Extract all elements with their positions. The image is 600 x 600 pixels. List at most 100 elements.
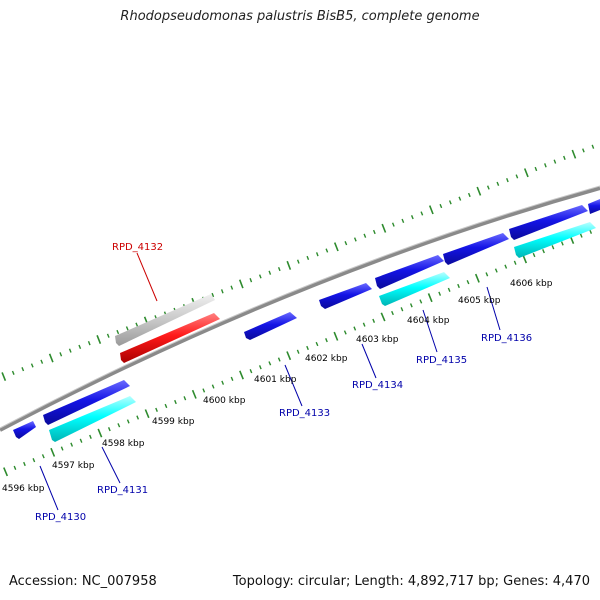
selected-gene-rpd4132[interactable] [120, 313, 220, 363]
gene-rpd4131[interactable] [43, 380, 130, 425]
gene-label-rpd4135[interactable]: RPD_4135 [416, 355, 467, 366]
minor-tick [563, 155, 566, 160]
minor-tick [325, 338, 328, 343]
leader-rpd4136 [486, 286, 501, 331]
gene-label-rpd4134[interactable]: RPD_4134 [352, 380, 403, 391]
gene-label-rpd4136[interactable]: RPD_4136 [481, 333, 532, 344]
minor-tick [277, 266, 281, 272]
major-tick [96, 335, 102, 344]
major-tick [48, 353, 54, 363]
gene-label-rpd4131[interactable]: RPD_4131 [97, 485, 148, 496]
minor-tick [117, 423, 121, 428]
gene-edge[interactable] [588, 199, 600, 214]
major-tick [474, 273, 480, 283]
minor-tick [401, 218, 405, 224]
gene-labels: RPD_4132 RPD_4130 RPD_4131 RPD_4133 RPD_… [35, 242, 532, 523]
gene-rpd4136a[interactable] [443, 233, 509, 265]
inner-tick-ring [3, 229, 593, 477]
minor-tick [420, 211, 424, 216]
kbp-label: 4600 kbp [203, 396, 246, 406]
minor-tick [582, 148, 585, 153]
minor-tick [68, 348, 72, 353]
minor-tick [409, 303, 413, 308]
minor-tick [544, 163, 547, 168]
cds-rpd4136[interactable] [514, 222, 596, 258]
minor-tick [363, 233, 367, 238]
gene-rpd4135[interactable] [375, 255, 444, 289]
major-tick [50, 447, 56, 457]
minor-tick [494, 268, 498, 273]
minor-tick [532, 252, 536, 258]
major-tick [239, 370, 244, 380]
major-tick [286, 351, 292, 361]
minor-tick [107, 427, 111, 432]
scale-labels: 4596 kbp 4597 kbp 4598 kbp 4599 kbp 4600… [2, 279, 553, 494]
major-tick [286, 260, 292, 270]
minor-tick [249, 278, 253, 283]
minor-tick [343, 330, 347, 335]
kbp-label: 4597 kbp [52, 461, 95, 471]
minor-tick [135, 322, 139, 327]
gene-label-rpd4132[interactable]: RPD_4132 [112, 242, 163, 253]
kbp-label: 4606 kbp [510, 279, 553, 289]
minor-tick [353, 237, 357, 242]
cds-rpd4131[interactable] [49, 396, 136, 442]
minor-tick [506, 178, 509, 183]
minor-tick [249, 369, 253, 374]
minor-tick [202, 388, 206, 393]
minor-tick [560, 241, 564, 246]
selected-gene-shadow [115, 294, 215, 346]
minor-tick [513, 260, 517, 265]
minor-tick [457, 283, 460, 289]
minor-tick [79, 438, 83, 443]
minor-tick [553, 159, 557, 164]
gene-rpd4133[interactable] [244, 312, 297, 340]
gene-rpd4134[interactable] [319, 283, 372, 309]
minor-tick [400, 307, 404, 312]
minor-tick [89, 434, 92, 439]
major-tick [97, 428, 103, 438]
gene-rpd4136b[interactable] [509, 205, 588, 240]
minor-tick [11, 370, 15, 375]
minor-tick [466, 280, 470, 285]
selected-gene-group [115, 294, 220, 363]
genome-backbone-highlight [0, 185, 600, 429]
minor-tick [579, 233, 583, 238]
cds-rpd4135[interactable] [379, 272, 450, 306]
minor-tick [164, 403, 168, 409]
kbp-label: 4599 kbp [152, 417, 195, 427]
kbp-label: 4596 kbp [2, 484, 45, 494]
minor-tick [419, 299, 423, 304]
minor-tick [211, 292, 215, 298]
minor-tick [591, 144, 595, 149]
minor-tick [258, 274, 262, 279]
minor-tick [306, 255, 310, 261]
major-tick [381, 223, 387, 233]
minor-tick [174, 399, 177, 405]
major-tick [571, 149, 577, 159]
major-tick [238, 279, 244, 289]
gene-rpd4130[interactable] [13, 421, 36, 439]
minor-tick [353, 326, 357, 331]
minor-tick [315, 252, 319, 257]
minor-tick [315, 341, 319, 347]
major-tick [3, 467, 9, 477]
leader-rpd4131 [101, 446, 121, 484]
minor-tick [372, 229, 376, 235]
gene-label-rpd4130[interactable]: RPD_4130 [35, 512, 86, 523]
kbp-label: 4598 kbp [102, 439, 145, 449]
minor-tick [277, 357, 281, 362]
minor-tick [41, 454, 45, 459]
minor-tick [551, 245, 555, 250]
minor-tick [126, 419, 130, 424]
major-tick [380, 312, 386, 322]
gene-label-rpd4133[interactable]: RPD_4133 [279, 408, 330, 419]
minor-tick [467, 192, 471, 198]
cds-features [49, 222, 596, 442]
leader-rpd4135 [422, 309, 438, 353]
minor-tick [221, 380, 225, 385]
minor-tick [78, 344, 82, 350]
minor-tick [410, 215, 414, 220]
minor-tick [211, 384, 215, 389]
